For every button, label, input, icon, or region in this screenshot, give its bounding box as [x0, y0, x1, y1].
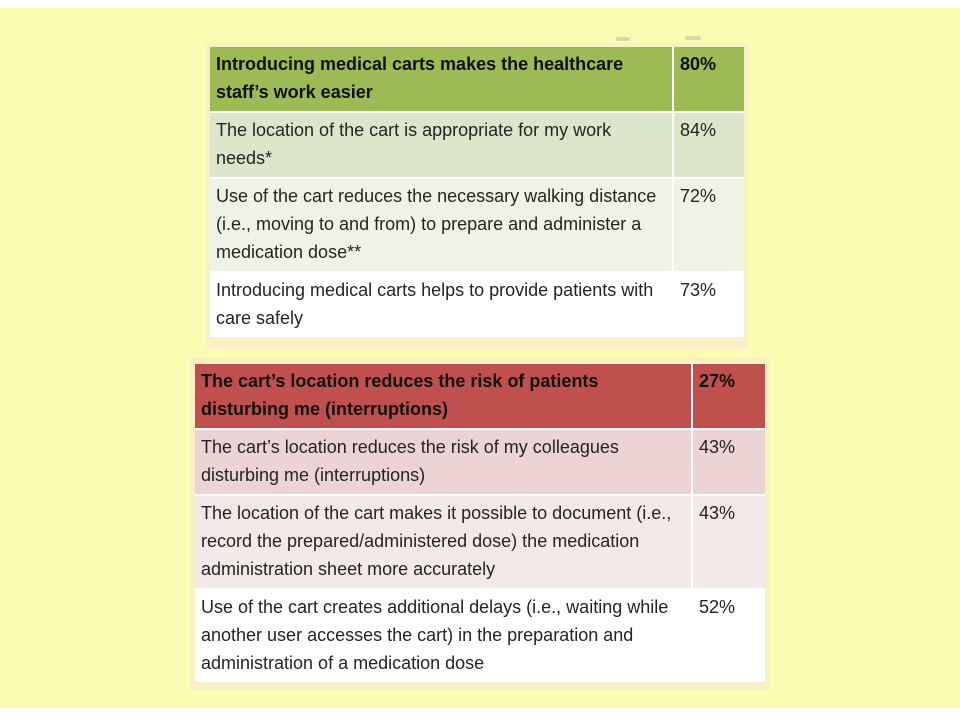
statement-cell: The cart’s location reduces the risk of …	[201, 371, 599, 419]
positive-results-table: Introducing medical carts makes the heal…	[210, 47, 744, 337]
table-row: Use of the cart reduces the necessary wa…	[210, 177, 744, 272]
table-row: Introducing medical carts helps to provi…	[210, 271, 744, 337]
statement-cell: The cart’s location reduces the risk of …	[195, 428, 692, 495]
table-header-row: Introducing medical carts makes the heal…	[210, 47, 744, 112]
value-cell: 43%	[691, 428, 765, 495]
negative-results-table-frame: The cart’s location reduces the risk of …	[190, 358, 770, 690]
negative-results-table: The cart’s location reduces the risk of …	[195, 364, 765, 682]
statement-cell: The location of the cart makes it possib…	[195, 494, 692, 589]
letterbox-top	[0, 0, 960, 8]
value-cell: 27%	[691, 364, 765, 429]
table-header-row: The cart’s location reduces the risk of …	[195, 364, 765, 429]
value-cell: 72%	[672, 177, 744, 272]
positive-results-table-frame: Introducing medical carts makes the heal…	[206, 43, 748, 349]
value-cell: 80%	[672, 47, 744, 112]
value-cell: 73%	[672, 271, 744, 337]
table-row: The cart’s location reduces the risk of …	[195, 428, 765, 495]
value-cell: 84%	[672, 111, 744, 178]
cropped-text-artifact	[616, 37, 630, 41]
statement-cell: Use of the cart creates additional delay…	[195, 588, 692, 682]
statement-cell: Introducing medical carts makes the heal…	[216, 54, 624, 102]
cropped-text-artifact	[685, 36, 701, 40]
table-row: The location of the cart is appropriate …	[210, 111, 744, 178]
statement-cell: Use of the cart reduces the necessary wa…	[210, 177, 673, 272]
letterbox-bottom	[0, 708, 960, 720]
table-row: The location of the cart makes it possib…	[195, 494, 765, 589]
table-row: Use of the cart creates additional delay…	[195, 588, 765, 682]
statement-cell: Introducing medical carts helps to provi…	[210, 271, 673, 337]
value-cell: 43%	[691, 494, 765, 589]
value-cell: 52%	[691, 588, 765, 682]
statement-cell: The location of the cart is appropriate …	[210, 111, 673, 178]
